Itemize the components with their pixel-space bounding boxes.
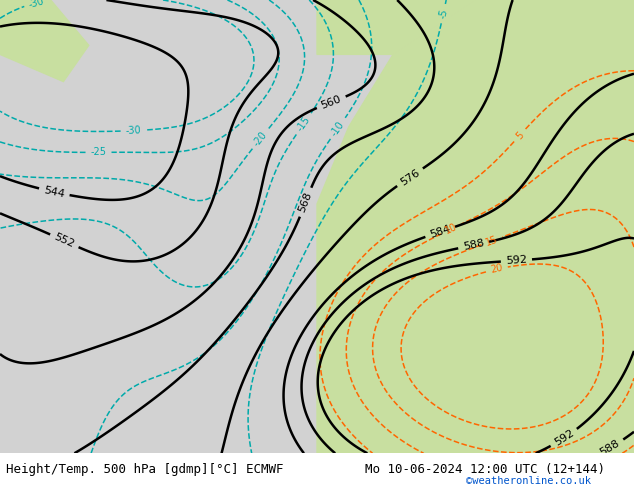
- Text: -25: -25: [91, 147, 107, 157]
- Text: 544: 544: [43, 185, 66, 199]
- Text: -30: -30: [28, 0, 46, 9]
- Text: -15: -15: [295, 115, 313, 133]
- Text: 20: 20: [489, 263, 504, 275]
- Text: 568: 568: [297, 191, 314, 214]
- Text: 584: 584: [429, 223, 452, 240]
- Text: 588: 588: [462, 238, 485, 252]
- Text: 5: 5: [514, 130, 526, 141]
- Text: -30: -30: [126, 125, 141, 136]
- Text: 592: 592: [505, 255, 527, 266]
- Text: 552: 552: [53, 232, 76, 250]
- Text: 592: 592: [552, 428, 576, 448]
- Text: 10: 10: [444, 222, 459, 236]
- Text: Mo 10-06-2024 12:00 UTC (12+144): Mo 10-06-2024 12:00 UTC (12+144): [365, 463, 605, 476]
- Polygon shape: [317, 0, 634, 453]
- Text: Height/Temp. 500 hPa [gdmp][°C] ECMWF: Height/Temp. 500 hPa [gdmp][°C] ECMWF: [6, 463, 284, 476]
- Text: -5: -5: [437, 8, 450, 20]
- Text: ©weatheronline.co.uk: ©weatheronline.co.uk: [466, 476, 591, 486]
- Text: -20: -20: [252, 129, 269, 148]
- Polygon shape: [0, 0, 89, 82]
- Text: 588: 588: [598, 438, 622, 458]
- Text: 15: 15: [484, 234, 500, 247]
- Text: 576: 576: [398, 167, 422, 187]
- Text: -10: -10: [329, 119, 347, 138]
- Polygon shape: [317, 0, 476, 54]
- Text: 560: 560: [320, 94, 343, 111]
